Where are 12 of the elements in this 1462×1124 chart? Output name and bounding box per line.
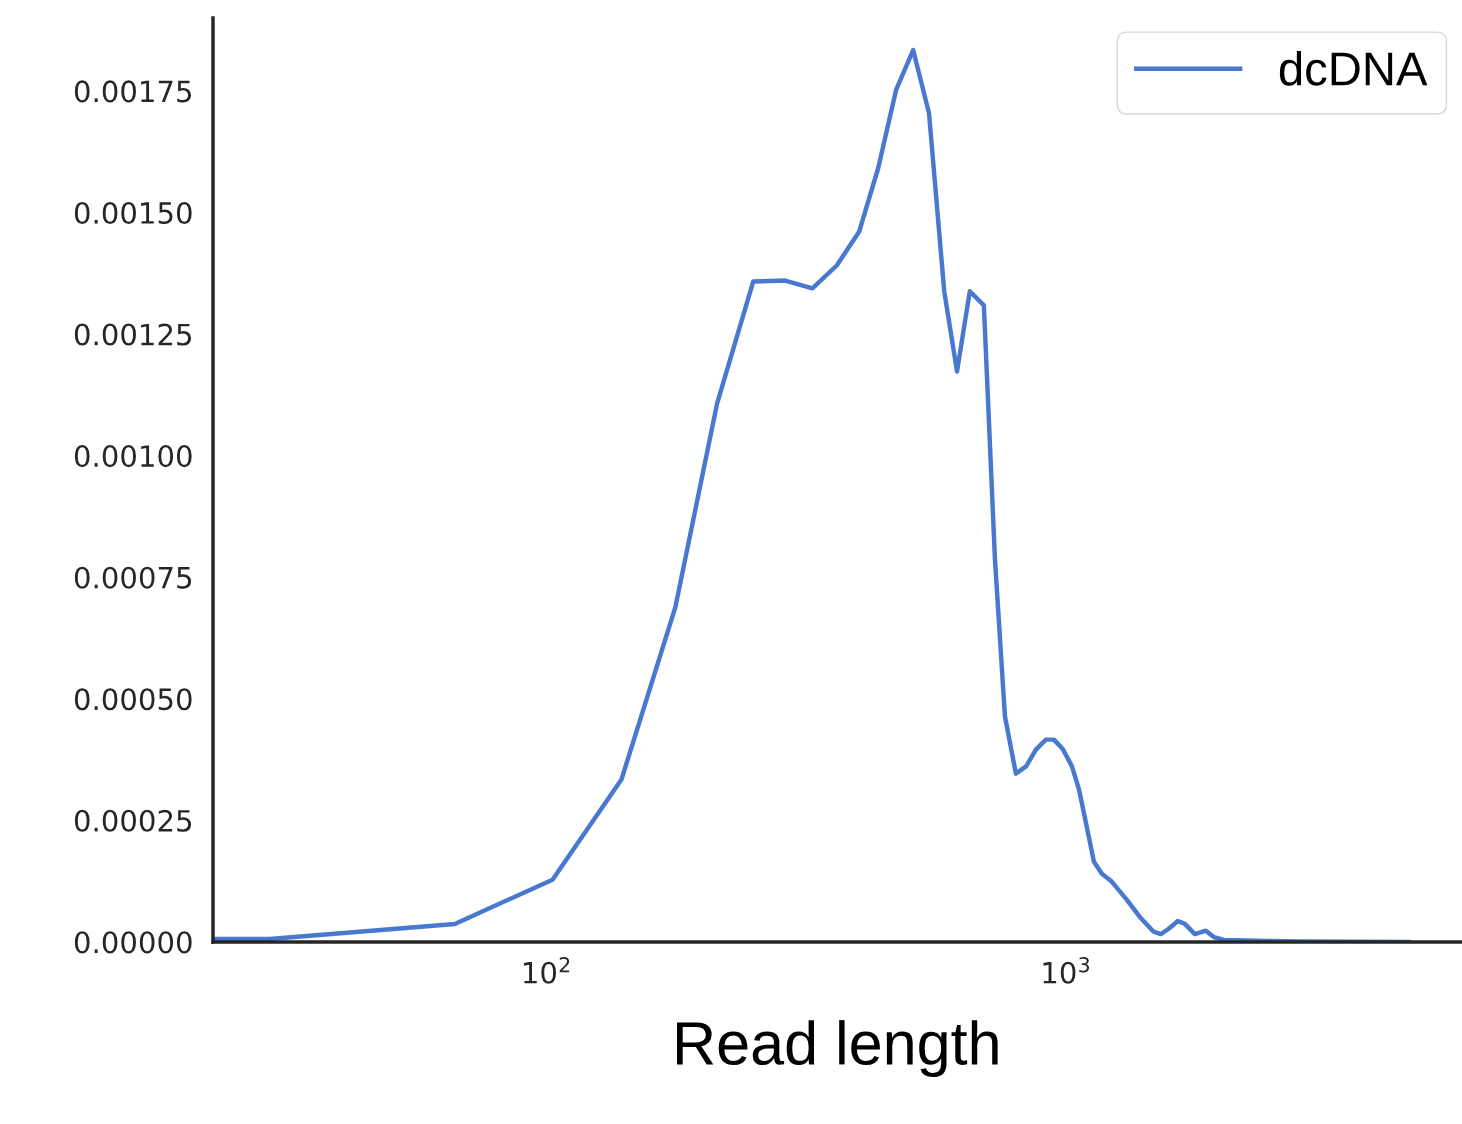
y-tick-label: 0.00100 [74, 445, 192, 468]
x-tick-label: 10$^{3}$ [1043, 956, 1090, 984]
x-tick-label: 10$^{2}$ [524, 956, 570, 984]
legend-label: dcDNA [1279, 51, 1428, 86]
y-tick-label: 0.00050 [74, 688, 192, 711]
y-tick-label: 0.00000 [74, 931, 192, 954]
x-axis-title: Read length [677, 1020, 998, 1078]
y-tick-label: 0.00025 [74, 809, 192, 832]
y-tick-label: 0.00125 [74, 323, 192, 346]
y-tick-label: 0.00075 [74, 566, 192, 589]
y-tick-label: 0.00150 [74, 201, 192, 224]
y-tick-label: 0.00175 [74, 80, 192, 103]
